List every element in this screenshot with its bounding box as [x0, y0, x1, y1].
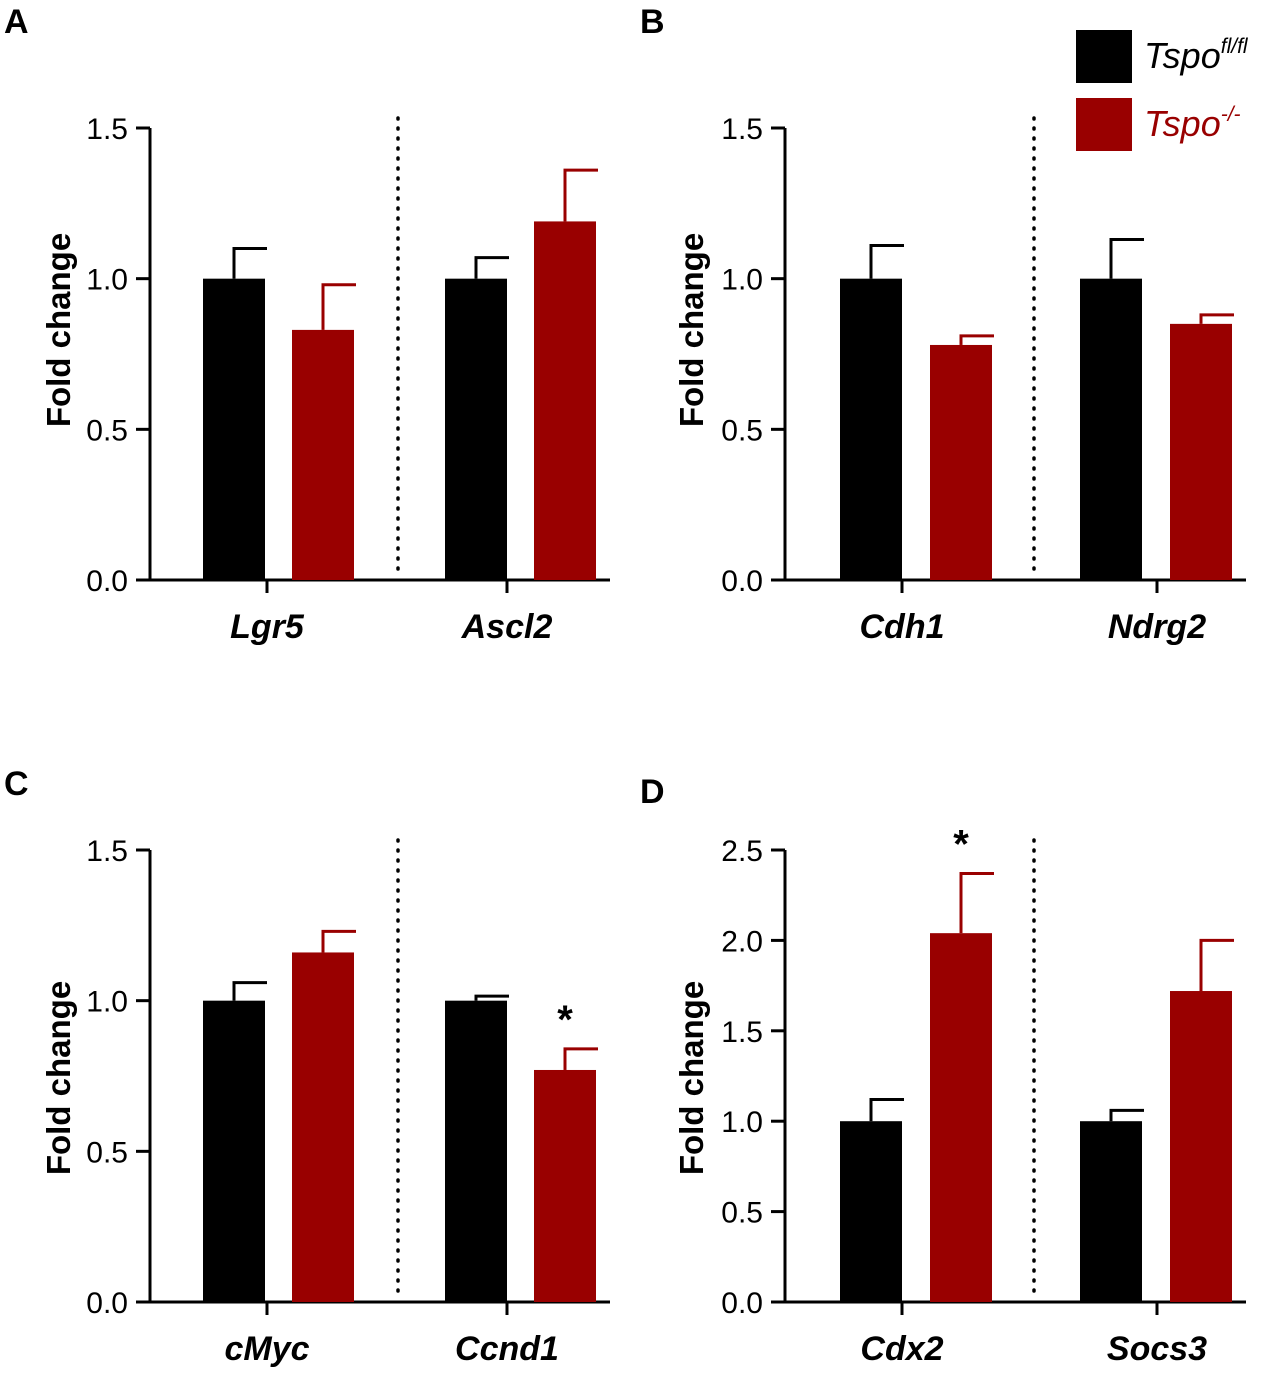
legend-swatch-control [1076, 30, 1132, 83]
panel-a-category-label: Lgr5 [230, 608, 305, 646]
panel-c: C Fold change 0.0 0.5 1.0 1.5 cMyc Ccnd1 * [4, 765, 610, 1368]
panel-b-y-axis-label: Fold change [673, 233, 710, 427]
panel-b-category-label: Ndrg2 [1108, 608, 1206, 646]
panel-b-bar-cdh1-knockout [930, 344, 992, 580]
panel-d-category-label: Cdx2 [860, 1330, 943, 1368]
panel-b-y-tick-label: 1.0 [721, 264, 763, 297]
panel-a-bar-lgr5-knockout [292, 329, 354, 580]
panel-d-bar-cdx2-control [840, 1121, 902, 1302]
panel-d-significance-star: * [953, 823, 969, 867]
panel-a-y-tick-label: 0.5 [86, 414, 128, 447]
panel-a-bar-ascl2-knockout [534, 221, 596, 580]
legend-swatch-knockout [1076, 98, 1132, 151]
panel-a-y-tick-label: 1.0 [86, 264, 128, 297]
panel-b: B Fold change 0.0 0.5 1.0 1.5 Cdh1 Ndrg2 [640, 3, 1246, 646]
panel-d: D Fold change 0.0 0.5 1.0 1.5 2.0 2.5 Cdx2 Socs… [640, 773, 1246, 1368]
panel-d-bar-socs3-control [1080, 1121, 1142, 1302]
panel-c-bar-cmyc-control [203, 1000, 265, 1302]
panel-c-letter: C [4, 765, 29, 803]
panel-d-y-tick-label: 1.5 [721, 1016, 763, 1049]
panel-b-bar-ndrg2-knockout [1170, 323, 1232, 580]
panel-a-y-tick-label: 0.0 [86, 565, 128, 598]
legend-label-control-sup: fl/fl [1221, 35, 1249, 58]
panel-d-y-axis-label: Fold change [673, 981, 710, 1175]
legend: Tspofl/fl Tspo-/- [1076, 30, 1249, 151]
panel-d-letter: D [640, 773, 665, 811]
legend-label-control: Tspofl/fl [1144, 35, 1249, 76]
panel-b-y-tick-label: 0.0 [721, 565, 763, 598]
panel-a-letter: A [4, 3, 29, 41]
panel-c-y-axis-label: Fold change [40, 981, 77, 1175]
panel-c-bar-cmyc-knockout [292, 952, 354, 1302]
legend-label-knockout-base: Tspo [1144, 103, 1221, 144]
panel-d-y-tick-label: 2.5 [721, 835, 763, 868]
panel-d-y-tick-label: 1.0 [721, 1106, 763, 1139]
panel-b-bar-cdh1-control [840, 278, 902, 580]
panel-b-bar-ndrg2-control [1080, 278, 1142, 580]
panel-d-y-tick-label: 0.0 [721, 1287, 763, 1320]
panel-a-bar-ascl2-control [445, 278, 507, 580]
panel-a-bar-lgr5-control [203, 278, 265, 580]
panel-c-y-tick-label: 1.0 [86, 986, 128, 1019]
panel-d-y-tick-label: 0.5 [721, 1197, 763, 1230]
panel-d-y-tick-label: 2.0 [721, 925, 763, 958]
legend-label-knockout: Tspo-/- [1144, 103, 1241, 144]
legend-label-control-base: Tspo [1144, 35, 1221, 76]
panel-d-bar-cdx2-knockout [930, 933, 992, 1302]
panel-c-bar-ccnd1-knockout [534, 1069, 596, 1302]
panel-c-bar-ccnd1-control [445, 1000, 507, 1302]
panel-c-y-tick-label: 0.0 [86, 1287, 128, 1320]
panel-c-category-label: Ccnd1 [455, 1330, 559, 1368]
panel-d-bar-socs3-knockout [1170, 991, 1232, 1302]
panel-d-category-label: Socs3 [1107, 1330, 1207, 1368]
panel-b-letter: B [640, 3, 665, 41]
panel-c-category-label: cMyc [224, 1330, 309, 1368]
panel-a-category-label: Ascl2 [461, 608, 553, 646]
panel-b-y-tick-label: 1.5 [721, 113, 763, 146]
panel-b-y-tick-label: 0.5 [721, 414, 763, 447]
panel-c-significance-star: * [557, 998, 573, 1042]
panel-c-y-tick-label: 1.5 [86, 835, 128, 868]
panel-a-y-axis-label: Fold change [40, 233, 77, 427]
panel-a-y-tick-label: 1.5 [86, 113, 128, 146]
panel-c-y-tick-label: 0.5 [86, 1136, 128, 1169]
panel-b-category-label: Cdh1 [860, 608, 945, 646]
panel-a: A Fold change 0.0 0.5 1.0 1.5 Lgr5 Ascl2 [4, 3, 610, 646]
legend-label-knockout-sup: -/- [1221, 103, 1241, 126]
